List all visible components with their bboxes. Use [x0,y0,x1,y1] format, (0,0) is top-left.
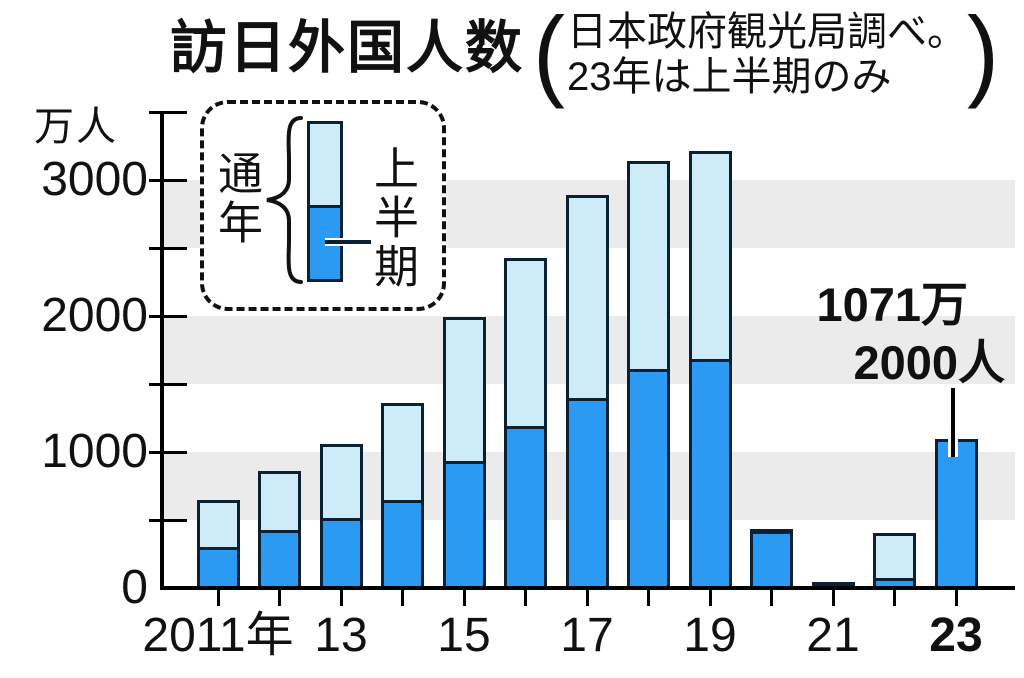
x-tick-2023 [954,590,958,606]
bar-2023-first-half [937,442,975,587]
x-tick-2022 [893,590,896,606]
bar-2016 [504,258,547,590]
bar-2021-first-half [814,583,852,587]
x-tick-2020 [770,590,773,606]
brace-icon [266,116,303,284]
y-axis-label-2000: 2000 [41,289,148,342]
y-axis-label-0: 0 [121,561,148,614]
bar-2012 [258,471,301,590]
source-note-line1: 日本政府観光局調べ。 [566,10,967,54]
bar-2023 [934,439,978,590]
x-axis-label-23: 23 [929,609,983,662]
bar-2013 [319,444,363,590]
bar-2020-first-half [753,531,790,587]
bar-2014-first-half [384,499,421,587]
x-tick-2012 [278,590,281,606]
y-tick-500 [149,518,187,522]
bar-2015-first-half [445,460,483,587]
y-axis-label-3000: 3000 [41,153,148,206]
legend-first-half-label: 上半期 [367,145,418,292]
y-tick-2000 [149,314,187,318]
x-axis-label-17: 17 [560,609,614,662]
y-axis-line [160,112,164,590]
y-tick-3000 [149,178,187,182]
x-axis-label-15: 15 [437,609,491,662]
bar-2015 [442,316,486,590]
x-tick-2018 [647,590,650,606]
bar-2018 [627,160,670,590]
bar-2011-first-half [199,546,237,587]
x-tick-2021 [831,590,835,606]
x-tick-2014 [401,590,404,606]
legend-pointer-line [325,240,371,244]
annotation-value-line2: 2000人 [853,336,1005,389]
bar-2017 [565,194,609,590]
x-tick-2017 [585,590,589,606]
x-axis-baseline [160,586,1015,590]
bar-2019-first-half [691,358,729,587]
source-note-line2: 23年は上半期のみ [566,55,892,99]
y-tick-1000 [149,450,187,454]
annotation-value-line1: 1071万 [816,278,968,331]
chart-title: 訪日外国人数 [170,16,524,80]
legend-minibar [307,121,343,282]
x-tick-2015 [462,590,466,606]
x-axis-label-19: 19 [683,609,737,662]
open-paren: ( [533,0,565,110]
x-tick-2016 [524,590,527,606]
bar-2020 [750,528,793,590]
y-tick-3500 [149,110,187,114]
y-tick-1500 [149,382,187,386]
x-axis-label-13: 13 [314,609,368,662]
x-axis-label-2011年: 2011年 [142,609,294,662]
bar-2011 [196,500,240,590]
bar-2018-first-half [630,368,667,587]
x-axis-label-21: 21 [806,609,860,662]
annotation-leader-line [948,388,958,457]
x-tick-2013 [339,590,343,606]
y-axis-label-1000: 1000 [41,425,148,478]
bar-2019 [688,151,732,590]
bar-2022-first-half [876,578,913,587]
legend-full-year-label: 通年 [211,150,262,248]
y-axis-unit-label: 万人 [34,105,118,149]
close-paren: ) [966,0,999,110]
x-tick-2011 [216,590,220,606]
bar-2022 [873,532,916,590]
source-note-text: 日本政府観光局調べ。 23年は上半期のみ [565,8,967,100]
bar-2016-first-half [507,425,544,587]
bar-2014 [381,402,424,590]
x-tick-2019 [708,590,712,606]
bar-2013-first-half [322,517,360,587]
bar-2017-first-half [568,397,606,587]
source-note: ( 日本政府観光局調べ。 23年は上半期のみ ) [533,0,999,110]
bar-2012-first-half [261,529,298,587]
y-tick-2500 [149,246,187,250]
